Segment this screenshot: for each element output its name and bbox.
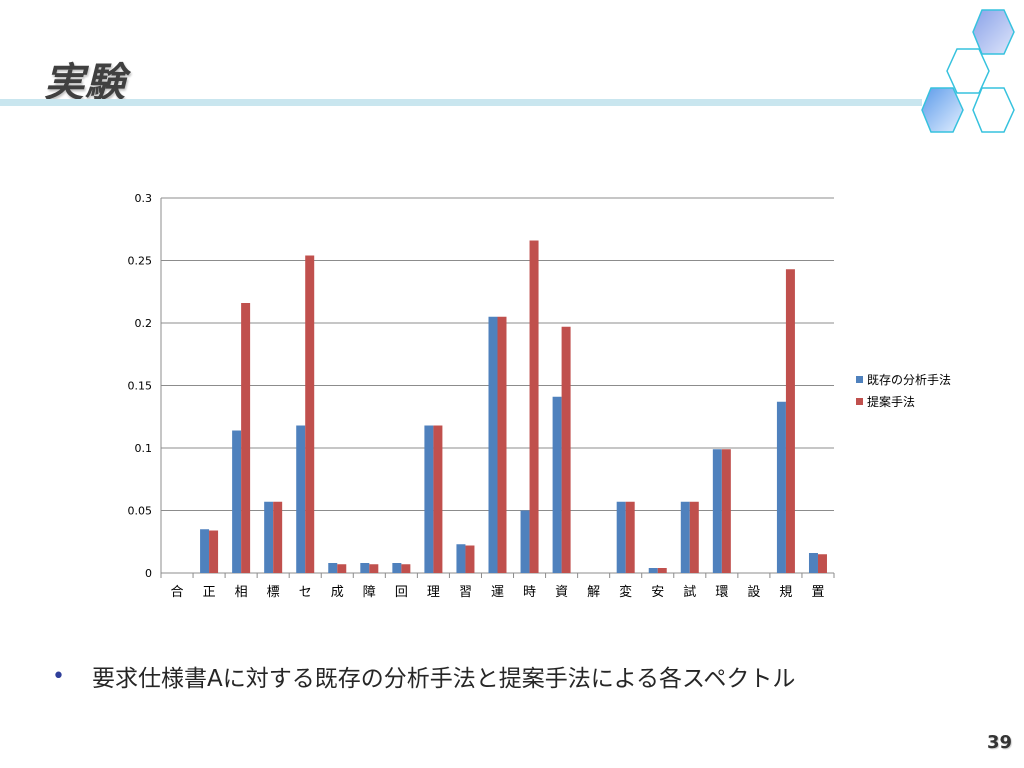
- x-tick-label: 設: [747, 584, 760, 600]
- x-tick-label: 合: [171, 585, 184, 600]
- legend-label: 提案手法: [867, 394, 915, 409]
- bar-proposed: [401, 564, 411, 573]
- bar-existing: [360, 563, 370, 573]
- bullet-text: 要求仕様書Aに対する既存の分析手法と提案手法による各スペクトル: [92, 666, 796, 692]
- bar-existing: [232, 430, 242, 573]
- x-tick-label: 習: [459, 585, 472, 600]
- x-tick-label: 安: [651, 585, 664, 600]
- hexagon-shape: [921, 87, 964, 133]
- bar-proposed: [817, 554, 827, 573]
- x-tick-label: 理: [427, 585, 440, 600]
- x-tick-label: 運: [491, 585, 504, 600]
- bar-proposed: [721, 449, 731, 573]
- bar-existing: [328, 563, 338, 573]
- x-tick-label: セ: [299, 585, 312, 600]
- y-tick-label: 0.2: [135, 317, 153, 330]
- x-tick-label: 回: [395, 585, 408, 600]
- legend-label: 既存の分析手法: [867, 373, 951, 387]
- bar-existing: [712, 449, 722, 573]
- bar-existing: [616, 501, 626, 573]
- bar-chart-svg: 0 0.05 0.1 0.15 0.2 0.25 0.3 合 正 相 標 セ 成 障 回 理 習 運 時 資 解 変 安 試 環…: [128, 192, 952, 600]
- y-tick-label: 0.1: [135, 442, 153, 455]
- bar-proposed: [529, 240, 539, 573]
- y-tick-label: 0.25: [128, 255, 153, 268]
- bar-proposed: [241, 303, 251, 573]
- bar-existing: [520, 510, 530, 573]
- hexagon-shape: [972, 87, 1015, 133]
- bar-proposed: [305, 255, 315, 573]
- bar-existing: [680, 501, 690, 573]
- bar-existing: [264, 501, 274, 573]
- hexagon-shape: [972, 9, 1015, 55]
- bar-proposed: [209, 530, 219, 573]
- legend-swatch: [856, 376, 863, 383]
- y-tick-label: 0.15: [128, 380, 153, 393]
- bar-existing: [296, 425, 306, 573]
- x-tick-label: 環: [715, 585, 728, 600]
- bar-existing: [552, 396, 562, 573]
- x-tick-label: 置: [811, 585, 824, 600]
- slide-title: 実験: [44, 60, 126, 106]
- x-tick-label: 障: [363, 585, 376, 600]
- bar-proposed: [337, 564, 347, 573]
- bar-existing: [456, 544, 466, 573]
- bar-proposed: [433, 425, 443, 573]
- bar-proposed: [369, 564, 379, 573]
- y-tick-label: 0.3: [135, 192, 153, 205]
- legend-swatch: [856, 398, 863, 405]
- bar-existing: [488, 316, 498, 573]
- bar-proposed: [689, 501, 699, 573]
- x-tick-label: 正: [203, 585, 216, 600]
- bar-existing: [648, 568, 658, 573]
- bar-proposed: [657, 568, 667, 573]
- hexagon-decoration: [921, 9, 1015, 133]
- bar-existing: [808, 553, 818, 573]
- hexagon-shape: [946, 48, 990, 94]
- page-number: 39: [986, 732, 1012, 753]
- x-tick-label: 標: [267, 585, 280, 600]
- bar-existing: [200, 529, 210, 573]
- x-tick-label: 資: [555, 585, 568, 600]
- bar-proposed: [497, 316, 507, 573]
- bar-existing: [424, 425, 434, 573]
- bar-proposed: [273, 501, 283, 573]
- spectrum-chart: 0 0.05 0.1 0.15 0.2 0.25 0.3 合 正 相 標 セ 成 障 回 理 習 運 時 資 解 変 安 試 環…: [110, 185, 990, 605]
- x-tick-label: 相: [235, 585, 248, 600]
- bar-existing: [776, 401, 786, 573]
- title-underline: [0, 99, 922, 106]
- bar-proposed: [785, 269, 795, 573]
- x-tick-label: 時: [523, 585, 536, 600]
- x-tick-label: 変: [619, 584, 632, 600]
- bar-proposed: [465, 545, 475, 573]
- x-tick-label: 解: [587, 585, 600, 600]
- y-tick-label: 0: [145, 567, 152, 580]
- bullet-icon: •: [52, 663, 65, 689]
- x-tick-label: 規: [779, 585, 792, 600]
- bullet-item: • 要求仕様書Aに対する既存の分析手法と提案手法による各スペクトル: [52, 658, 795, 694]
- x-tick-label: 成: [331, 585, 344, 600]
- y-tick-label: 0.05: [128, 505, 153, 518]
- x-tick-label: 試: [683, 584, 696, 600]
- bar-proposed: [561, 326, 571, 573]
- bar-existing: [392, 563, 402, 573]
- bar-proposed: [625, 501, 635, 573]
